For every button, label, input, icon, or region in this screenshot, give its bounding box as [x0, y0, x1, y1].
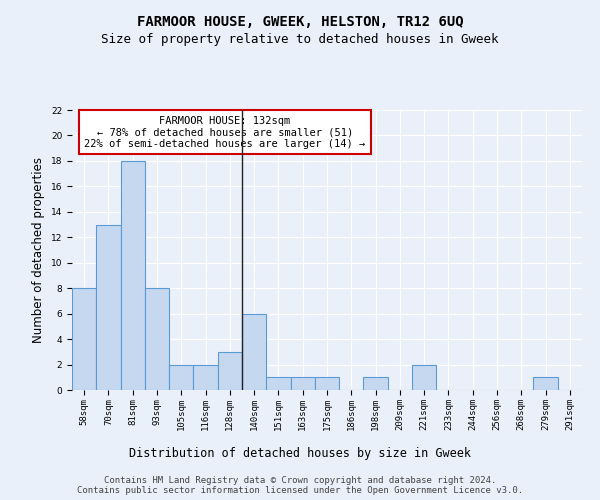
- Bar: [169, 364, 193, 390]
- Text: FARMOOR HOUSE: 132sqm
← 78% of detached houses are smaller (51)
22% of semi-deta: FARMOOR HOUSE: 132sqm ← 78% of detached …: [85, 116, 365, 149]
- Bar: [193, 364, 218, 390]
- Bar: [266, 378, 290, 390]
- Bar: [96, 224, 121, 390]
- Bar: [242, 314, 266, 390]
- Bar: [412, 364, 436, 390]
- Bar: [290, 378, 315, 390]
- Bar: [145, 288, 169, 390]
- Bar: [315, 378, 339, 390]
- Text: Contains HM Land Registry data © Crown copyright and database right 2024.
Contai: Contains HM Land Registry data © Crown c…: [77, 476, 523, 495]
- Text: FARMOOR HOUSE, GWEEK, HELSTON, TR12 6UQ: FARMOOR HOUSE, GWEEK, HELSTON, TR12 6UQ: [137, 15, 463, 29]
- Text: Size of property relative to detached houses in Gweek: Size of property relative to detached ho…: [101, 32, 499, 46]
- Bar: [121, 161, 145, 390]
- Y-axis label: Number of detached properties: Number of detached properties: [32, 157, 45, 343]
- Bar: [218, 352, 242, 390]
- Bar: [72, 288, 96, 390]
- Bar: [533, 378, 558, 390]
- Bar: [364, 378, 388, 390]
- Text: Distribution of detached houses by size in Gweek: Distribution of detached houses by size …: [129, 448, 471, 460]
